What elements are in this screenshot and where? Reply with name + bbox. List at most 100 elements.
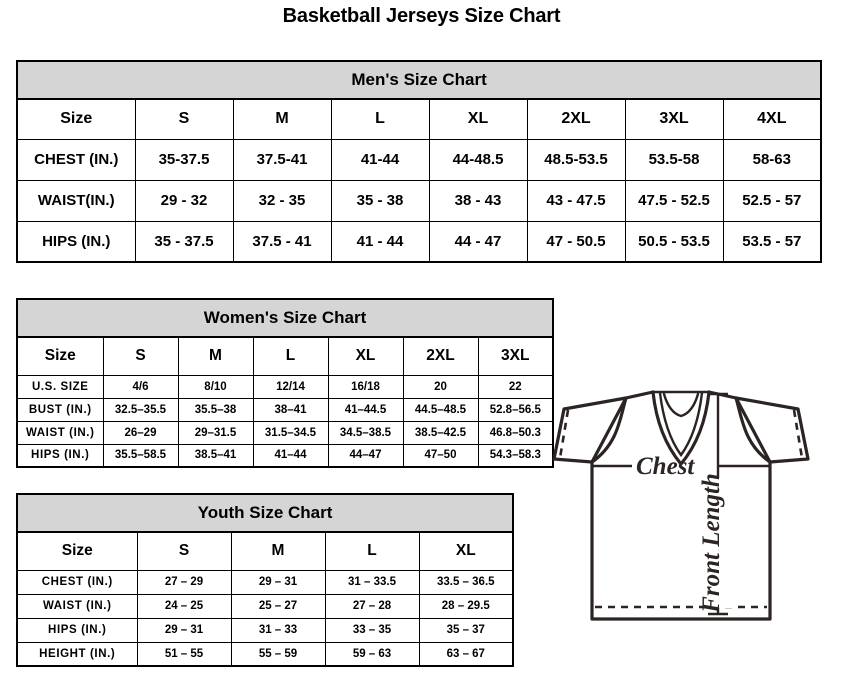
womens-cell: 20 xyxy=(402,374,479,399)
womens-header-cell: XL xyxy=(327,336,404,376)
left-cuff-dash-icon xyxy=(558,409,570,459)
front-length-label-backdrop xyxy=(706,478,732,608)
youth-cell: 24 – 25 xyxy=(136,593,232,619)
mens-header-cell: Size xyxy=(16,98,136,140)
mens-cell: 38 - 43 xyxy=(428,179,528,222)
mens-header-cell: 3XL xyxy=(624,98,724,140)
youth-cell: 59 – 63 xyxy=(324,641,420,667)
youth-cell: 25 – 27 xyxy=(230,593,326,619)
youth-cell: 51 – 55 xyxy=(136,641,232,667)
mens-cell: 35 - 38 xyxy=(330,179,430,222)
womens-cell: 41–44 xyxy=(252,443,329,468)
mens-cell: 44-48.5 xyxy=(428,138,528,181)
womens-row-label: WAIST (IN.) xyxy=(16,420,104,445)
womens-cell: 38.5–42.5 xyxy=(402,420,479,445)
womens-cell: 44.5–48.5 xyxy=(402,397,479,422)
youth-header-cell: Size xyxy=(16,531,138,571)
womens-table-caption: Women's Size Chart xyxy=(16,298,554,338)
youth-cell: 55 – 59 xyxy=(230,641,326,667)
mens-cell: 48.5-53.5 xyxy=(526,138,626,181)
womens-cell: 46.8–50.3 xyxy=(477,420,554,445)
mens-cell: 41 - 44 xyxy=(330,220,430,263)
womens-cell: 12/14 xyxy=(252,374,329,399)
youth-header-cell: XL xyxy=(418,531,514,571)
womens-header-cell: S xyxy=(102,336,179,376)
youth-cell: 33 – 35 xyxy=(324,617,420,643)
neck-opening-icon xyxy=(662,392,700,418)
mens-header-cell: S xyxy=(134,98,234,140)
youth-header-row: Size S M L XL xyxy=(16,531,514,571)
mens-size-table: Men's Size Chart Size S M L XL 2XL 3XL 4… xyxy=(16,60,823,263)
youth-cell: 27 – 28 xyxy=(324,593,420,619)
front-length-label: Front Length xyxy=(698,473,725,614)
left-sleeve-icon xyxy=(552,396,628,464)
mens-header-row: Size S M L XL 2XL 3XL 4XL xyxy=(16,98,822,140)
mens-row-label: CHEST (IN.) xyxy=(16,138,136,181)
table-row: HIPS (IN.) 29 – 31 31 – 33 33 – 35 35 – … xyxy=(16,617,514,643)
youth-cell: 29 – 31 xyxy=(136,617,232,643)
womens-cell: 26–29 xyxy=(102,420,179,445)
womens-row-label: HIPS (IN.) xyxy=(16,443,104,468)
womens-header-cell: M xyxy=(177,336,254,376)
womens-cell: 31.5–34.5 xyxy=(252,420,329,445)
jersey-measurement-diagram: Chest Front Length xyxy=(540,352,840,667)
youth-cell: 31 – 33.5 xyxy=(324,569,420,595)
mens-cell: 58-63 xyxy=(722,138,822,181)
youth-row-label: WAIST (IN.) xyxy=(16,593,138,619)
youth-header-cell: M xyxy=(230,531,326,571)
womens-cell: 47–50 xyxy=(402,443,479,468)
chest-label: Chest xyxy=(636,453,695,480)
right-armhole-icon xyxy=(734,396,772,464)
mens-row-label: HIPS (IN.) xyxy=(16,220,136,263)
mens-cell: 50.5 - 53.5 xyxy=(624,220,724,263)
womens-cell: 29–31.5 xyxy=(177,420,254,445)
table-row: BUST (IN.) 32.5–35.5 35.5–38 38–41 41–44… xyxy=(16,397,554,422)
mens-cell: 41-44 xyxy=(330,138,430,181)
mens-header-cell: 2XL xyxy=(526,98,626,140)
table-row: U.S. SIZE 4/6 8/10 12/14 16/18 20 22 xyxy=(16,374,554,399)
table-row: HEIGHT (IN.) 51 – 55 55 – 59 59 – 63 63 … xyxy=(16,641,514,667)
mens-header-cell: L xyxy=(330,98,430,140)
mens-row-label: WAIST(IN.) xyxy=(16,179,136,222)
page-title: Basketball Jerseys Size Chart xyxy=(282,5,561,27)
mens-caption-row: Men's Size Chart xyxy=(16,60,822,100)
v-neck-collar-icon xyxy=(658,391,704,458)
youth-size-table: Youth Size Chart Size S M L XL CHEST (IN… xyxy=(16,493,515,667)
youth-row-label: HIPS (IN.) xyxy=(16,617,138,643)
womens-cell: 44–47 xyxy=(327,443,404,468)
womens-header-cell: 2XL xyxy=(402,336,479,376)
womens-header-row: Size S M L XL 2XL 3XL xyxy=(16,336,554,376)
right-sleeve-icon xyxy=(734,396,810,464)
table-row: HIPS (IN.) 35.5–58.5 38.5–41 41–44 44–47… xyxy=(16,443,554,468)
mens-cell: 35 - 37.5 xyxy=(134,220,234,263)
mens-cell: 37.5-41 xyxy=(232,138,332,181)
mens-cell: 43 - 47.5 xyxy=(526,179,626,222)
womens-cell: 35.5–38 xyxy=(177,397,254,422)
womens-cell: 32.5–35.5 xyxy=(102,397,179,422)
womens-cell: 16/18 xyxy=(327,374,404,399)
womens-cell: 38–41 xyxy=(252,397,329,422)
left-armhole-icon xyxy=(590,396,628,464)
mens-cell: 53.5-58 xyxy=(624,138,724,181)
mens-cell: 29 - 32 xyxy=(134,179,234,222)
youth-cell: 29 – 31 xyxy=(230,569,326,595)
mens-cell: 47.5 - 52.5 xyxy=(624,179,724,222)
womens-cell: 34.5–38.5 xyxy=(327,420,404,445)
womens-header-cell: L xyxy=(252,336,329,376)
table-row: HIPS (IN.) 35 - 37.5 37.5 - 41 41 - 44 4… xyxy=(16,220,822,263)
mens-header-cell: M xyxy=(232,98,332,140)
youth-cell: 28 – 29.5 xyxy=(418,593,514,619)
youth-row-label: CHEST (IN.) xyxy=(16,569,138,595)
womens-cell: 41–44.5 xyxy=(327,397,404,422)
womens-size-table: Women's Size Chart Size S M L XL 2XL 3XL… xyxy=(16,298,555,468)
youth-header-cell: S xyxy=(136,531,232,571)
v-neck-outer-icon xyxy=(651,390,711,466)
mens-cell: 35-37.5 xyxy=(134,138,234,181)
womens-header-cell: Size xyxy=(16,336,104,376)
womens-cell: 35.5–58.5 xyxy=(102,443,179,468)
left-shoulder-icon xyxy=(624,390,655,400)
youth-cell: 33.5 – 36.5 xyxy=(418,569,514,595)
table-row: CHEST (IN.) 35-37.5 37.5-41 41-44 44-48.… xyxy=(16,138,822,181)
womens-cell: 54.3–58.3 xyxy=(477,443,554,468)
womens-cell: 38.5–41 xyxy=(177,443,254,468)
